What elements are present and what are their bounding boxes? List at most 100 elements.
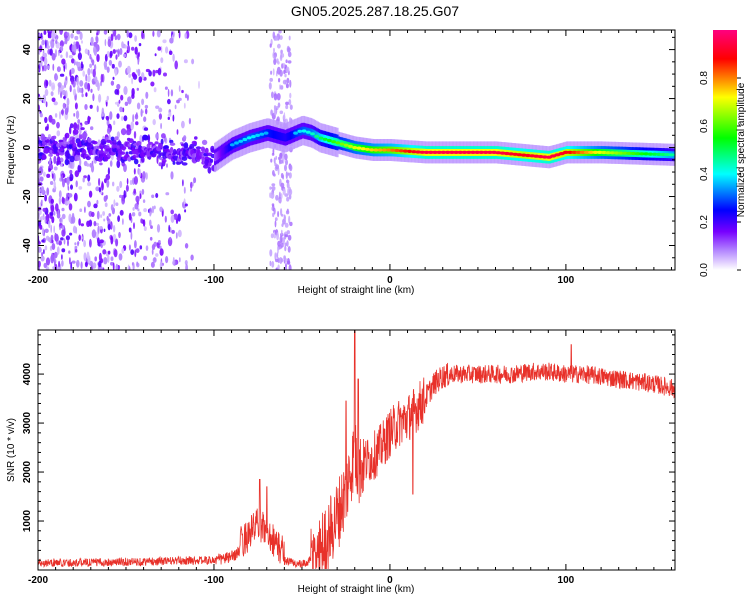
spectrogram-noise-cell xyxy=(152,69,156,77)
spectrogram-noise-cell xyxy=(275,36,279,41)
spectrogram-noise-cell xyxy=(270,70,273,75)
spectrogram-noise-cell xyxy=(286,260,291,265)
spectrogram-noise-cell xyxy=(185,263,188,270)
spectrogram-ridge-cell xyxy=(142,134,149,141)
spectrogram-noise-cell xyxy=(170,214,175,223)
spectrogram-noise-cell xyxy=(86,251,90,260)
spectrogram-noise-cell xyxy=(106,66,110,73)
spectrogram-ridge-cell xyxy=(76,151,81,156)
spectrogram-noise-cell xyxy=(124,101,129,107)
spectrogram-noise-cell xyxy=(167,98,171,105)
spectrogram-noise-cell xyxy=(128,244,131,251)
spectrogram-noise-cell xyxy=(284,153,288,161)
spectrogram-noise-cell xyxy=(269,43,272,48)
spectrogram-noise-cell xyxy=(67,186,70,191)
spectrogram-noise-cell xyxy=(96,210,100,220)
spectrogram-noise-cell xyxy=(73,122,78,131)
spectrogram-noise-cell xyxy=(39,113,43,118)
spectrogram-noise-cell xyxy=(94,256,97,262)
spectrogram-noise-cell xyxy=(76,41,80,49)
spectrogram-noise-cell xyxy=(60,45,64,52)
spectrogram-noise-cell xyxy=(116,131,120,139)
spectrogram-noise-cell xyxy=(98,187,102,193)
spectrogram-noise-cell xyxy=(136,102,141,110)
spectrogram-noise-cell xyxy=(274,217,278,222)
spectrogram-noise-cell xyxy=(50,254,55,264)
spectrogram-noise-cell xyxy=(106,127,111,134)
spectrogram-noise-cell xyxy=(112,30,117,37)
spectrogram-noise-cell xyxy=(39,209,42,215)
spectrogram-noise-cell xyxy=(61,89,67,96)
spectrogram-noise-cell xyxy=(112,76,115,80)
spectrogram-ridge-cell xyxy=(215,152,218,161)
spectrogram-ridge-peak xyxy=(301,129,307,133)
spectrogram-ridge-cell xyxy=(284,133,287,142)
spectrogram-noise-cell xyxy=(130,249,135,256)
spectrogram-noise-cell xyxy=(119,209,124,216)
spectrogram-noise-cell xyxy=(288,184,290,189)
spectrogram-noise-cell xyxy=(143,116,147,122)
spectrogram-noise-cell xyxy=(78,124,82,134)
spectrogram-noise-cell xyxy=(161,262,164,266)
spectrogram-noise-cell xyxy=(76,262,79,267)
spectrogram-noise-cell xyxy=(103,228,106,232)
spectrogram-noise-cell xyxy=(58,197,62,205)
spectrogram-noise-cell xyxy=(172,114,175,122)
spectrogram-noise-cell xyxy=(81,93,84,98)
spectrogram-noise-cell xyxy=(95,186,100,192)
spectrogram-noise-cell xyxy=(281,229,283,236)
spectrogram-ridge-cell xyxy=(273,130,276,139)
spectrogram-ridge-cell xyxy=(72,129,79,135)
spectrogram-noise-cell xyxy=(92,262,97,269)
spectrogram-ridge-cell xyxy=(194,136,198,140)
spectrogram-noise-cell xyxy=(119,106,123,113)
spectrogram-noise-cell xyxy=(59,218,62,222)
spectrogram-ridge-cell xyxy=(223,146,226,155)
spectrogram-ridge-cell xyxy=(64,150,70,158)
spectrogram-noise-cell xyxy=(98,260,102,268)
spectrogram-ridge-cell xyxy=(82,134,86,141)
spectrogram-noise-cell xyxy=(137,68,141,77)
spectrogram-noise-cell xyxy=(109,50,113,57)
spectrogram-noise-cell xyxy=(45,213,50,222)
spectrogram-noise-cell xyxy=(178,257,181,263)
spectrogram-noise-cell xyxy=(183,186,186,194)
spectrogram-ridge-cell xyxy=(132,154,137,160)
spectrogram-noise-cell xyxy=(113,199,116,207)
spectrogram-noise-cell xyxy=(288,264,292,270)
spectrogram-noise-cell xyxy=(287,246,291,253)
spectrogram-noise-cell xyxy=(156,224,161,233)
spectrogram-noise-cell xyxy=(62,178,65,188)
spectrogram-ridge-cell xyxy=(48,153,53,157)
spectrogram-ridge-peak xyxy=(229,143,235,147)
spectrogram-noise-cell xyxy=(39,45,43,53)
spectrogram-noise-cell xyxy=(48,31,52,39)
spectrogram-noise-cell xyxy=(141,188,145,195)
spectrogram-noise-cell xyxy=(116,185,120,192)
spectrogram-noise-cell xyxy=(145,172,148,180)
spectrogram-ridge-cell xyxy=(43,147,50,154)
spectrogram-noise-cell xyxy=(68,55,73,59)
spectrogram-noise-cell xyxy=(172,256,175,266)
spectrogram-noise-cell xyxy=(93,203,98,209)
spectrogram-ridge-cell xyxy=(216,151,219,160)
spectrogram-ridge-cell xyxy=(161,133,166,139)
spectrogram-ridge-cell xyxy=(201,148,206,154)
spectrogram-noise-cell xyxy=(63,41,66,45)
spectrogram-ridge-cell xyxy=(111,144,117,149)
spectrogram-noise-cell xyxy=(118,60,122,68)
spectrogram-noise-cell xyxy=(115,49,118,53)
spectrogram-noise-cell xyxy=(159,206,163,213)
spectrogram-ridge-cell xyxy=(226,144,229,153)
spectrogram-noise-cell xyxy=(72,225,77,234)
spectrogram-noise-cell xyxy=(54,233,59,242)
spectrogram-noise-cell xyxy=(175,232,178,239)
snr-y-tick-label: 4000 xyxy=(22,363,33,386)
spectrogram-ridge-peak xyxy=(263,131,269,135)
spectrogram-noise-cell xyxy=(100,73,104,83)
spectrogram-noise-cell xyxy=(103,195,108,202)
spectrogram-noise-cell xyxy=(277,264,280,270)
spectrogram-noise-cell xyxy=(51,173,54,179)
spectrogram-noise-cell xyxy=(143,226,147,232)
spectrogram-noise-cell xyxy=(149,236,153,241)
